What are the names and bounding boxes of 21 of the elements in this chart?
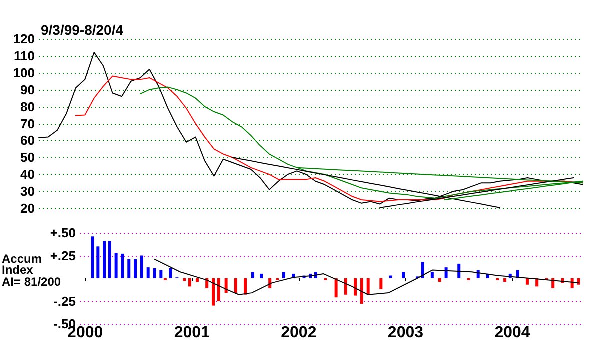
- y-tick-label: 80: [20, 99, 35, 114]
- text: AI= 81/200: [2, 275, 62, 289]
- y-tick-label: 20: [20, 201, 35, 216]
- y-tick-label: 90: [20, 82, 35, 98]
- y-tick-label: 30: [20, 184, 35, 200]
- y-tick-label: 40: [20, 167, 35, 182]
- y-tick-label: 120: [13, 32, 35, 46]
- y-tick-label: 50: [20, 150, 35, 166]
- y-tick-label: +.50: [50, 226, 76, 240]
- x-tick-label: 2003: [388, 324, 424, 341]
- x-tick-label: 2001: [174, 324, 210, 341]
- x-tick-label: 2004: [494, 324, 530, 341]
- y-tick-label: 110: [14, 48, 35, 64]
- y-axis-title: Accum Index: [2, 252, 46, 277]
- chart-title: 9/3/99-8/20/4: [41, 22, 124, 38]
- y-tick-label: 60: [20, 133, 35, 148]
- x-tick-label: 2002: [281, 324, 317, 341]
- y-tick-label: -.25: [54, 294, 76, 309]
- y-tick-label: 70: [20, 116, 35, 132]
- y-tick-label: +.25: [50, 248, 76, 264]
- y-tick-label: 100: [13, 65, 35, 80]
